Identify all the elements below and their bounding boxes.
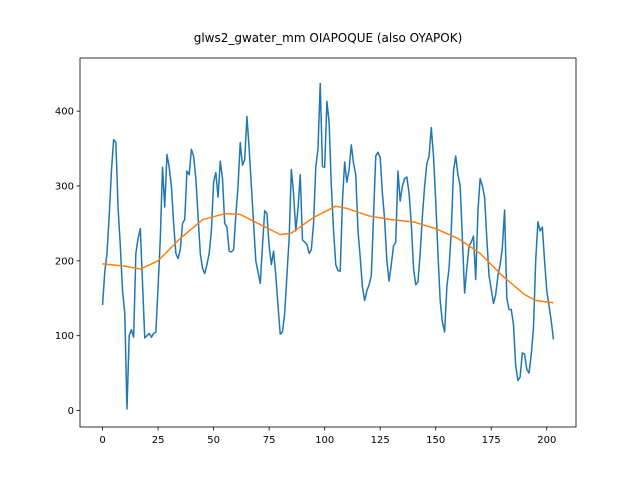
x-tick-label: 175: [482, 435, 501, 446]
y-tick-label: 0: [68, 406, 74, 417]
x-tick-label: 100: [315, 435, 334, 446]
x-tick-label: 200: [537, 435, 556, 446]
x-tick-label: 125: [371, 435, 390, 446]
y-tick-label: 200: [55, 256, 74, 267]
chart-title: glws2_gwater_mm OIAPOQUE (also OYAPOK): [194, 31, 463, 45]
line-series: [101, 82, 555, 410]
x-tick-label: 150: [426, 435, 445, 446]
x-tick-label: 25: [152, 435, 165, 446]
x-tick-label: 50: [207, 435, 220, 446]
x-tick-label: 75: [263, 435, 276, 446]
x-tick-label: 0: [99, 435, 105, 446]
axes-frame: [79, 57, 577, 428]
plot-area: 0 25 50 75 100 125 150 175 200 0 100 200 300 400: [55, 82, 556, 446]
line-series: [102, 205, 554, 304]
y-tick-label: 400: [55, 107, 74, 118]
y-tick-label: 300: [55, 181, 74, 192]
y-tick-label: 100: [55, 331, 74, 342]
